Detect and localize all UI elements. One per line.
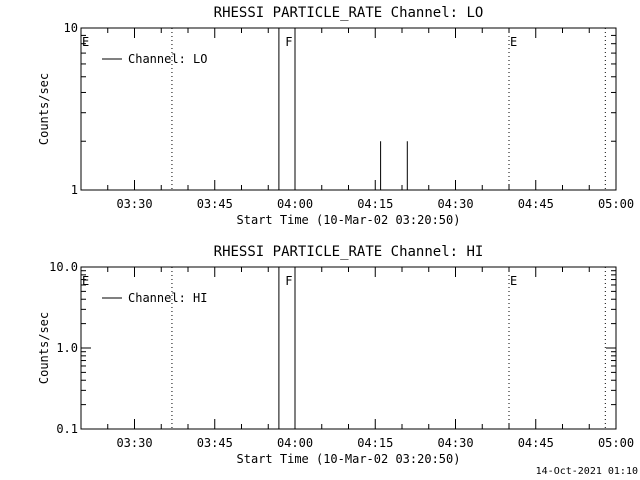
x-tick-label-04-45: 04:45: [518, 197, 554, 211]
x-tick-label-05-00: 05:00: [598, 436, 634, 450]
event-marker-e: E: [510, 35, 517, 49]
event-marker-e: E: [510, 274, 517, 288]
hi-channel-panel: RHESSI PARTICLE_RATE Channel: HI 0.1 1.0 10…: [37, 244, 634, 466]
legend-label: Channel: LO: [128, 52, 207, 66]
event-marker-f: F: [285, 35, 292, 49]
x-tick-label-05-00: 05:00: [598, 197, 634, 211]
y-axis-label: Counts/sec: [37, 73, 51, 145]
chart-title: RHESSI PARTICLE_RATE Channel: LO: [214, 5, 484, 21]
x-tick-label-04-00: 04:00: [277, 436, 313, 450]
series-line: [278, 266, 296, 429]
y-tick-label: 1: [71, 183, 78, 197]
x-tick-label-04-30: 04:30: [437, 436, 473, 450]
x-tick-label-04-15: 04:15: [357, 436, 393, 450]
y-axis-label: Counts/sec: [37, 312, 51, 384]
x-axis-label: Start Time (10-Mar-02 03:20:50): [237, 452, 461, 466]
x-tick-label-04-15: 04:15: [357, 197, 393, 211]
x-tick-label-03-30: 03:30: [116, 197, 152, 211]
event-marker-e: E: [82, 274, 89, 288]
x-tick-label-04-45: 04:45: [518, 436, 554, 450]
y-tick-label: 10.0: [49, 260, 78, 274]
date-stamp: 14-Oct-2021 01:10: [536, 466, 638, 477]
x-tick-label-03-30: 03:30: [116, 436, 152, 450]
x-tick-label-04-30: 04:30: [437, 197, 473, 211]
event-marker-f: F: [285, 274, 292, 288]
event-marker-e: E: [82, 35, 89, 49]
y-tick-label: 1.0: [56, 341, 78, 355]
lo-channel-panel: RHESSI PARTICLE_RATE Channel: LO 1 10 03:30…: [37, 5, 634, 227]
x-axis-label: Start Time (10-Mar-02 03:20:50): [237, 213, 461, 227]
legend-label: Channel: HI: [128, 291, 207, 305]
x-tick-label-04-00: 04:00: [277, 197, 313, 211]
chart-title: RHESSI PARTICLE_RATE Channel: HI: [214, 244, 484, 260]
series-line: [81, 27, 616, 191]
y-tick-label: 10: [64, 21, 78, 35]
y-tick-label: 0.1: [56, 422, 78, 436]
x-tick-label-03-45: 03:45: [197, 436, 233, 450]
x-tick-label-03-45: 03:45: [197, 197, 233, 211]
